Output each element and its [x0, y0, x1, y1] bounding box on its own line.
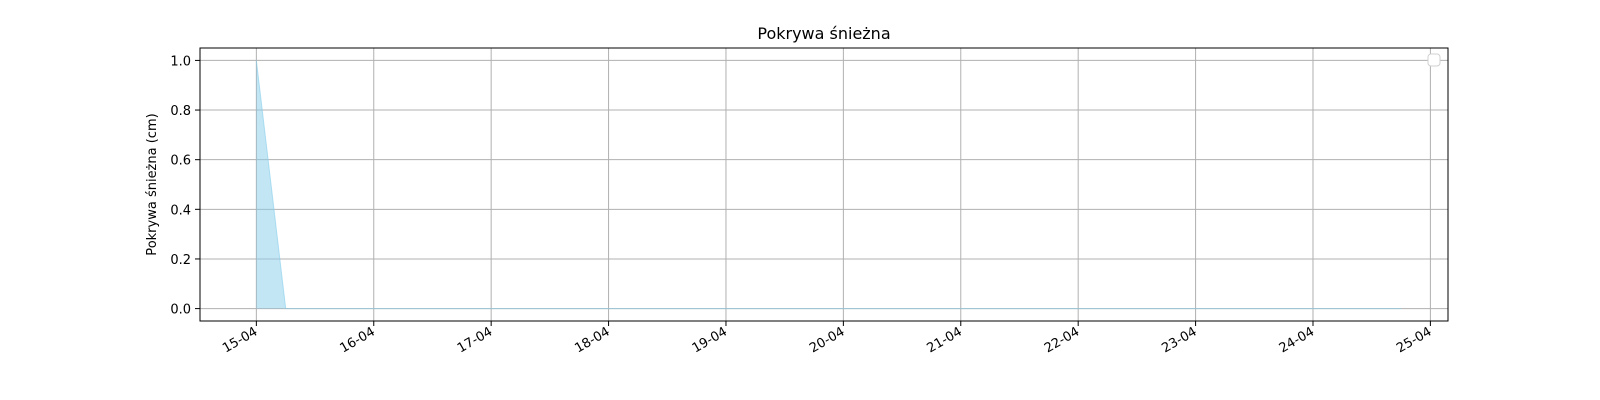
x-tick-label: 22-04 [1042, 324, 1082, 356]
y-tick-label: 1.0 [170, 54, 191, 69]
plot-area [255, 60, 1402, 310]
axes-frame [199, 47, 1449, 322]
x-tick-label: 25-04 [1394, 324, 1434, 356]
x-axis: 15-04 16-04 17-04 18-04 19-04 20-04 21-04 22-04… [220, 321, 1434, 356]
x-tick-label: 18-04 [572, 324, 612, 356]
grid [200, 48, 1448, 321]
y-axis: 0.0 0.2 0.4 0.6 0.8 1.0 [170, 54, 200, 318]
chart-title: Pokrywa śnieżna [757, 24, 890, 43]
x-tick-label: 19-04 [690, 324, 730, 356]
x-tick-label: 16-04 [338, 324, 378, 356]
y-tick-label: 0.0 [170, 303, 191, 318]
x-tick-label: 15-04 [220, 324, 260, 356]
snow-cover-area [256, 60, 1402, 309]
x-tick-label: 24-04 [1277, 324, 1317, 356]
x-tick-label: 17-04 [455, 324, 495, 356]
y-tick-label: 0.4 [170, 203, 191, 218]
y-tick-label: 0.2 [170, 253, 191, 268]
y-tick-label: 0.8 [170, 104, 191, 119]
snow-cover-line [255, 60, 1402, 310]
legend-box[interactable] [1427, 53, 1441, 67]
x-tick-label: 21-04 [925, 324, 965, 356]
y-tick-label: 0.6 [170, 154, 191, 169]
x-tick-label: 23-04 [1159, 324, 1199, 356]
x-tick-label: 20-04 [807, 324, 847, 356]
y-axis-label: Pokrywa śnieżna (cm) [145, 113, 160, 255]
